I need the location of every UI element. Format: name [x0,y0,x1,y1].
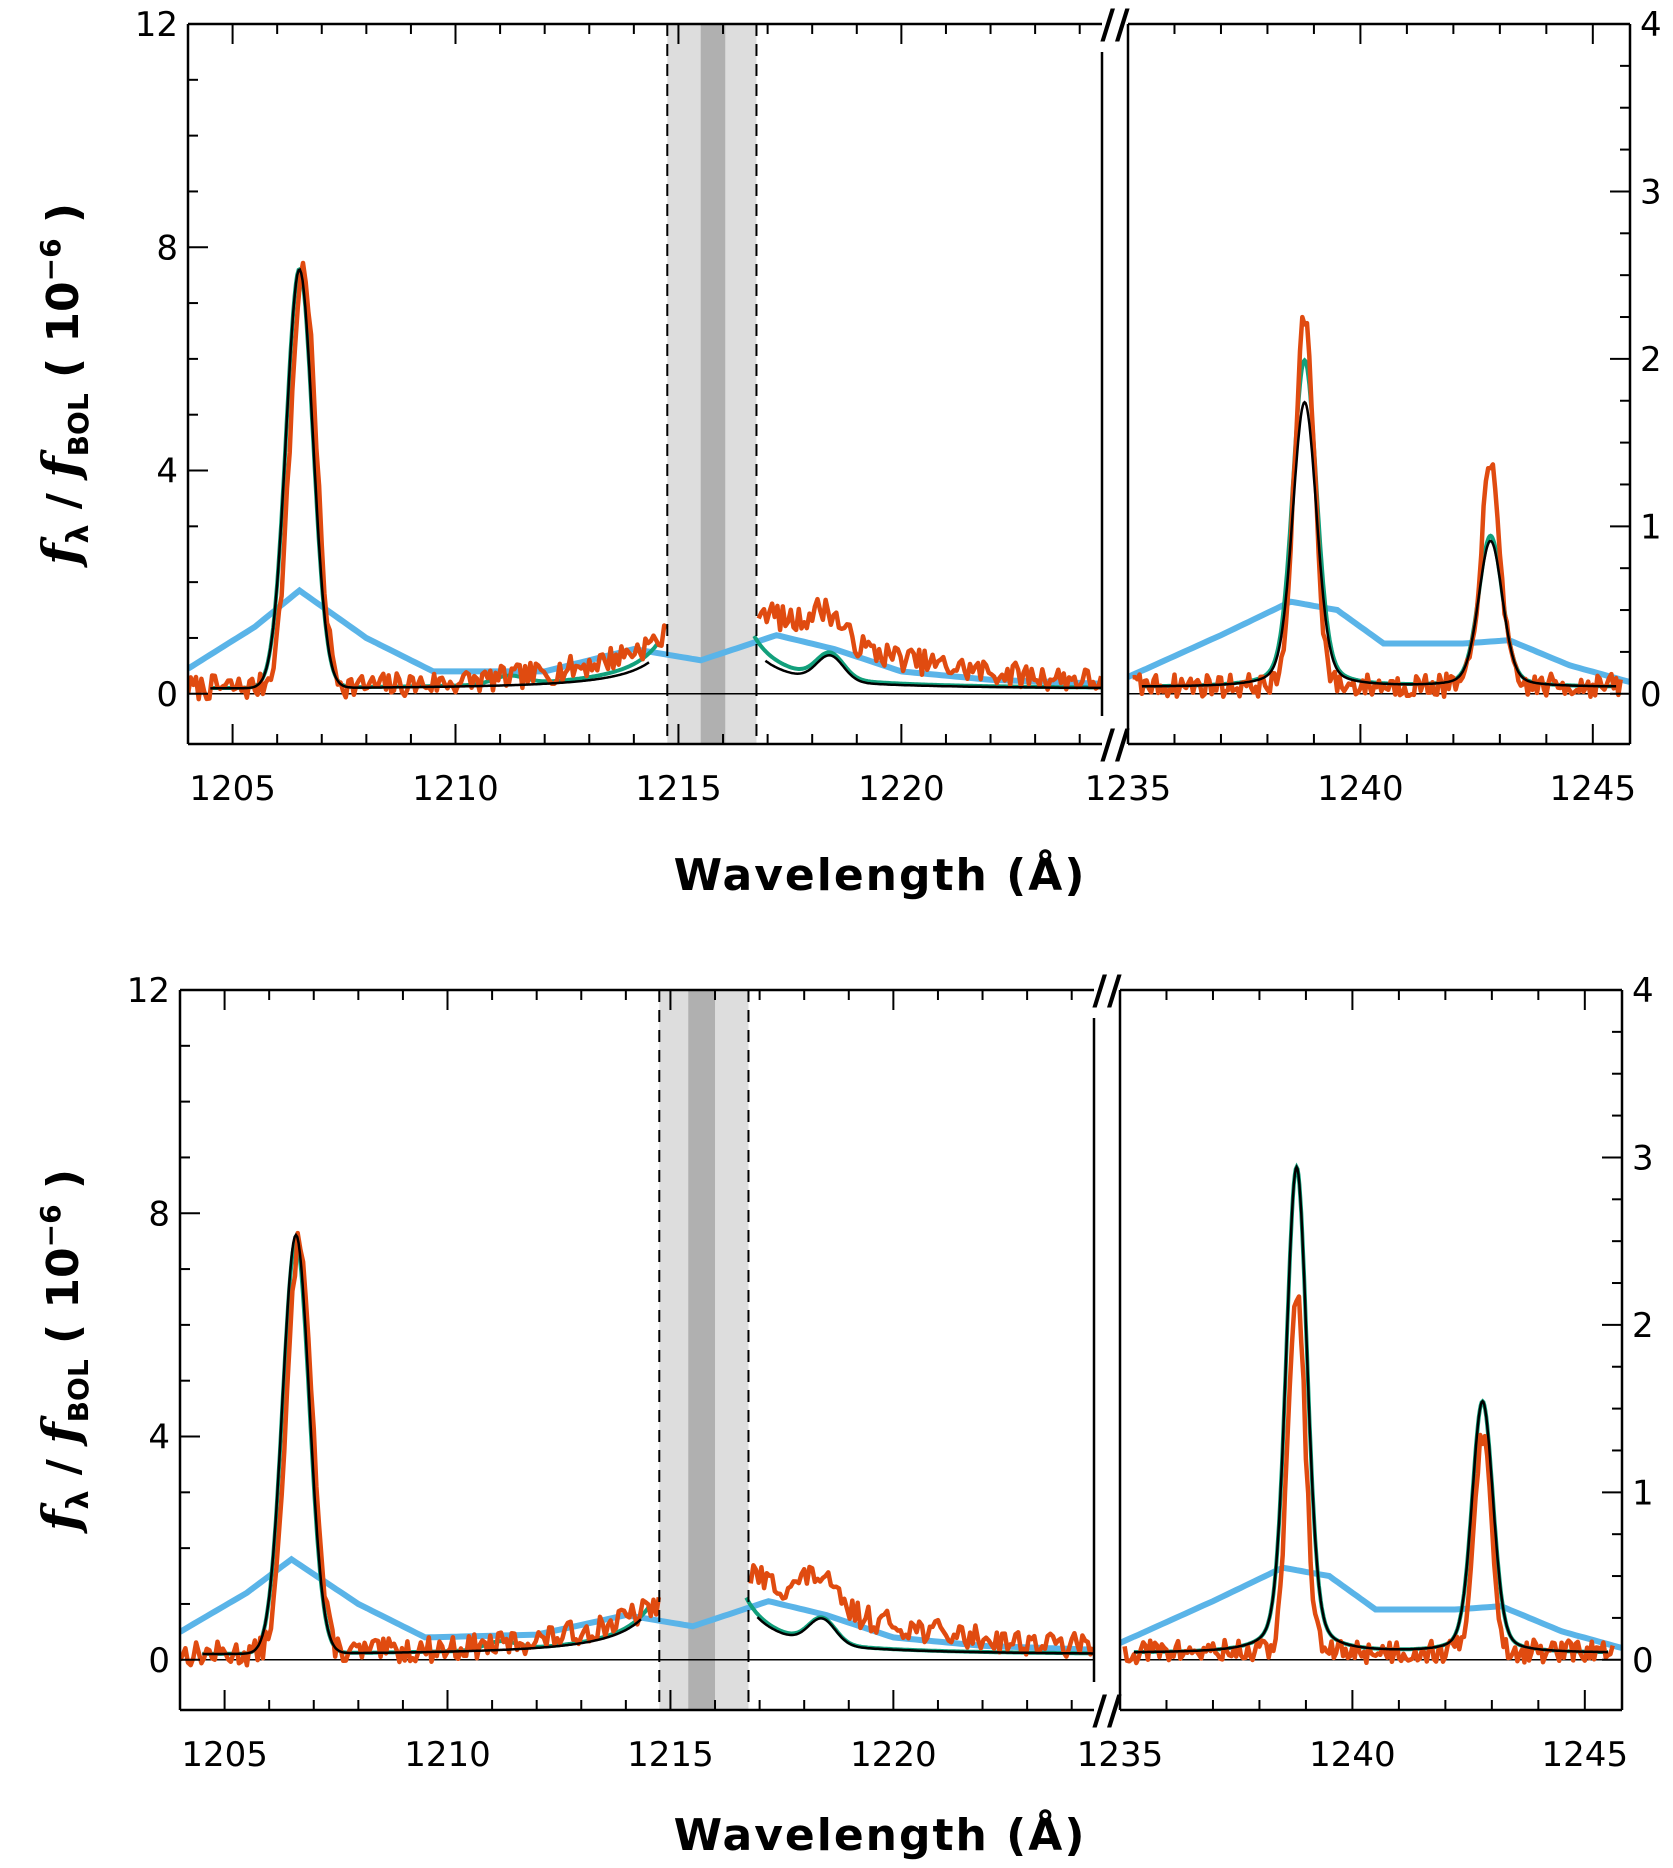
xtick-label-left: 1215 [627,1735,714,1775]
x-axis-label: Wavelength (Å) [674,848,1087,901]
right-plot-area [1120,1162,1622,1666]
ytick-label-right: 2 [1640,340,1662,380]
break-mark-1: // [1100,722,1130,768]
right-plot-area [1128,314,1630,699]
y-label-part-1: λ [61,525,96,544]
y-label-part-7: ) [38,203,89,238]
series-observed-orange-left-a [188,260,669,702]
ytick-label-right: 1 [1632,1473,1654,1513]
series-fit-black-right [1141,400,1617,688]
break-gap-1 [1104,730,1126,758]
ytick-label-left: 8 [156,228,178,268]
xtick-label-right: 1245 [1542,1735,1629,1775]
ytick-label-right: 3 [1632,1138,1654,1178]
series-observed-orange-left-a [180,1230,662,1668]
ytick-label-left: 4 [156,452,178,492]
ytick-label-right: 1 [1640,507,1662,547]
series-observed-orange-left-b [756,596,1102,692]
y-label-part-1: λ [61,1491,96,1510]
xtick-label-left: 1215 [635,769,722,809]
series-quiet-blue-right [1120,1564,1622,1651]
series-fit-black-left-a [210,267,650,690]
break-mark-1: // [1092,1688,1122,1734]
ytick-label-right: 3 [1640,172,1662,212]
y-label-part-6: −6 [34,238,67,281]
break-gap-0 [1096,976,1118,1004]
xtick-label-left: 1210 [404,1735,491,1775]
ytick-label-right: 2 [1632,1306,1654,1346]
lya-core-band-dark [688,990,716,1710]
y-axis-label: fλ / fBOL ( 10−6 ) [31,1169,96,1534]
series-quiet-blue-right [1128,598,1630,685]
series-fit-black-left-b [756,1616,1094,1655]
ytick-label-right: 4 [1640,5,1662,45]
y-label-part-6: −6 [34,1204,67,1247]
y-axis-label: fλ / fBOL ( 10−6 ) [31,203,96,568]
y-label-part-4: BOL [62,1359,95,1422]
y-label-part-5: ( 10 [38,281,89,393]
ytick-label-left: 12 [135,5,178,45]
ytick-label-right: 0 [1632,1641,1654,1681]
xtick-label-right: 1235 [1077,1735,1164,1775]
xtick-label-right: 1240 [1309,1735,1396,1775]
series-fit-black-right [1133,1164,1609,1654]
left-plot-area [188,24,1102,744]
break-mark-0: // [1092,968,1122,1014]
xtick-label-left: 1210 [412,769,499,809]
series-model-green-right [1133,1162,1609,1655]
ytick-label-right: 4 [1632,971,1654,1011]
ytick-label-left: 12 [127,971,170,1011]
ytick-label-left: 0 [156,675,178,715]
series-fit-black-left-a [202,1232,642,1656]
series-observed-orange-right [1132,314,1623,699]
ytick-label-left: 0 [148,1641,170,1681]
xtick-label-left: 1220 [858,769,945,809]
break-gap-0 [1104,10,1126,38]
y-label-part-4: BOL [62,393,95,456]
xtick-label-left: 1220 [850,1735,937,1775]
xtick-label-right: 1245 [1550,769,1637,809]
xtick-label-left: 1205 [189,769,276,809]
y-label-part-7: ) [38,1169,89,1204]
y-label-part-5: ( 10 [38,1247,89,1359]
y-label-part-2: / [38,1444,89,1491]
x-axis-label: Wavelength (Å) [674,1808,1087,1861]
series-fit-black-left-b [764,654,1102,690]
xtick-label-right: 1235 [1085,769,1172,809]
ytick-label-left: 8 [148,1194,170,1234]
lya-core-band-dark [700,24,726,744]
ytick-label-left: 4 [148,1418,170,1458]
break-gap-1 [1096,1696,1118,1724]
xtick-label-right: 1240 [1317,769,1404,809]
series-observed-orange-right [1122,1294,1615,1666]
break-mark-0: // [1100,2,1130,48]
y-label-part-2: / [38,478,89,525]
xtick-label-left: 1205 [181,1735,268,1775]
series-observed-orange-left-b [748,1563,1094,1659]
ytick-label-right: 0 [1640,675,1662,715]
left-plot-area [180,990,1094,1710]
